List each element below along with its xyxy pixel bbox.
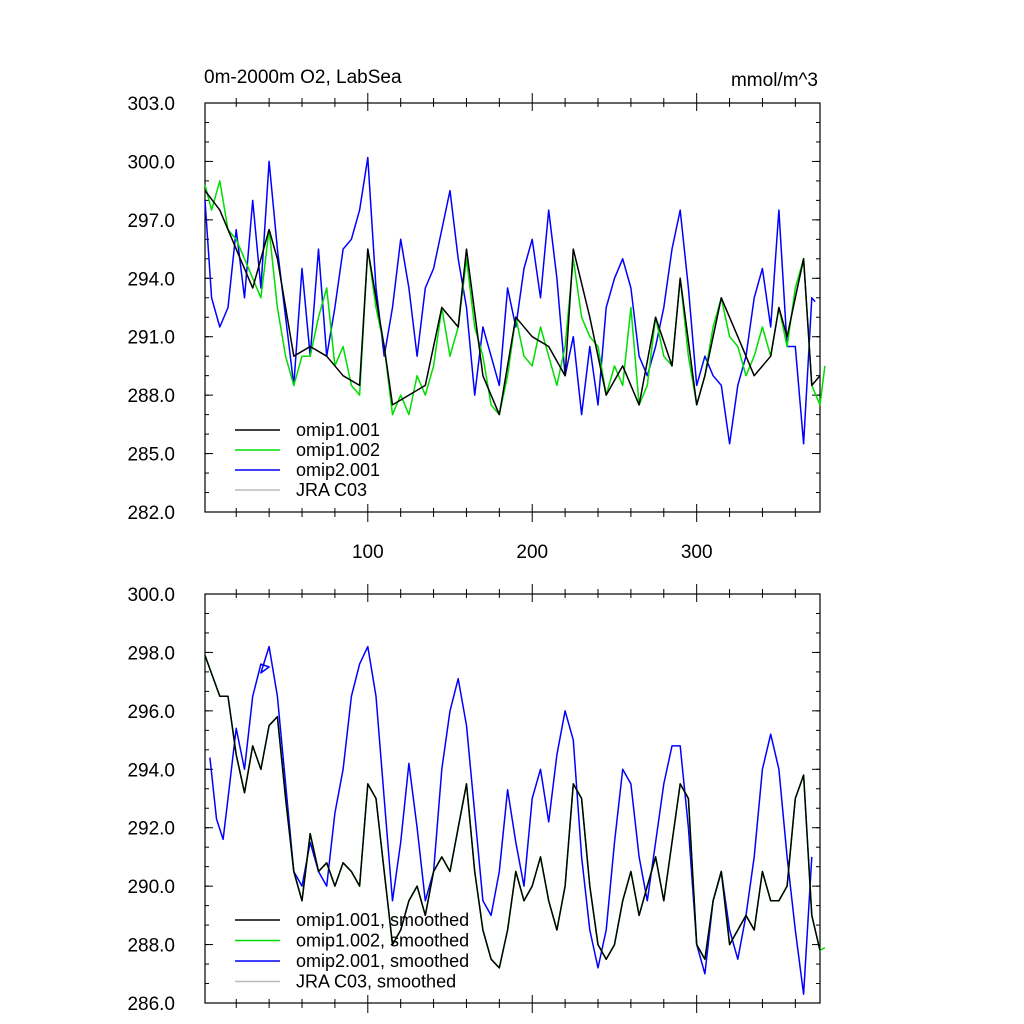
- top-y-tick-label: 300.0: [127, 152, 175, 173]
- bottom-legend-label: omip1.001, smoothed: [296, 910, 469, 930]
- top-x-tick-label: 100: [352, 542, 384, 563]
- top-y-tick-label: 291.0: [127, 328, 175, 349]
- top-panel: 0m-2000m O2, LabSea mmol/m^3 282.0 285.0 2…: [127, 67, 826, 563]
- bottom-legend-label: omip1.002, smoothed: [296, 931, 469, 951]
- top-y-tick-label: 303.0: [127, 94, 175, 115]
- bottom-y-tick-label: 290.0: [127, 877, 175, 898]
- top-y-tick-label: 288.0: [127, 386, 175, 407]
- top-plot-frame: [204, 102, 821, 513]
- bottom-y-tick-label: 296.0: [127, 702, 175, 723]
- top-x-tick-label: 200: [516, 542, 548, 563]
- bottom-panel: 286.0 288.0 290.0 292.0 294.0 296.0 298.0 300.0…: [127, 584, 826, 1015]
- top-chart-units: mmol/m^3: [731, 70, 818, 91]
- top-y-tick-label: 297.0: [127, 211, 175, 232]
- bottom-legend-label: JRA C03, smoothed: [296, 972, 456, 992]
- bottom-y-tick-label: 300.0: [127, 585, 175, 606]
- bottom-series-line-0: [204, 655, 821, 969]
- top-series-line-1: [204, 180, 826, 416]
- top-legend-label: JRA C03: [296, 480, 367, 500]
- top-series-line-0: [204, 190, 821, 416]
- top-x-tick-label: 300: [681, 542, 713, 563]
- top-legend-label: omip2.001: [296, 460, 380, 480]
- top-legend-label: omip1.001: [296, 420, 380, 440]
- top-y-tick-label: 294.0: [127, 269, 175, 290]
- bottom-y-tick-label: 286.0: [127, 994, 175, 1015]
- bottom-y-tick-label: 298.0: [127, 643, 175, 664]
- bottom-y-tick-label: 294.0: [127, 760, 175, 781]
- top-chart-title: 0m-2000m O2, LabSea: [204, 67, 402, 88]
- top-series-line-2: [204, 156, 816, 445]
- bottom-y-tick-label: 292.0: [127, 819, 175, 840]
- bottom-y-tick-label: 288.0: [127, 936, 175, 957]
- top-y-tick-label: 285.0: [127, 445, 175, 466]
- bottom-legend-label: omip2.001, smoothed: [296, 951, 469, 971]
- bottom-plot-frame: [204, 593, 821, 1004]
- top-y-tick-label: 282.0: [127, 503, 175, 524]
- top-legend-label: omip1.002: [296, 440, 380, 460]
